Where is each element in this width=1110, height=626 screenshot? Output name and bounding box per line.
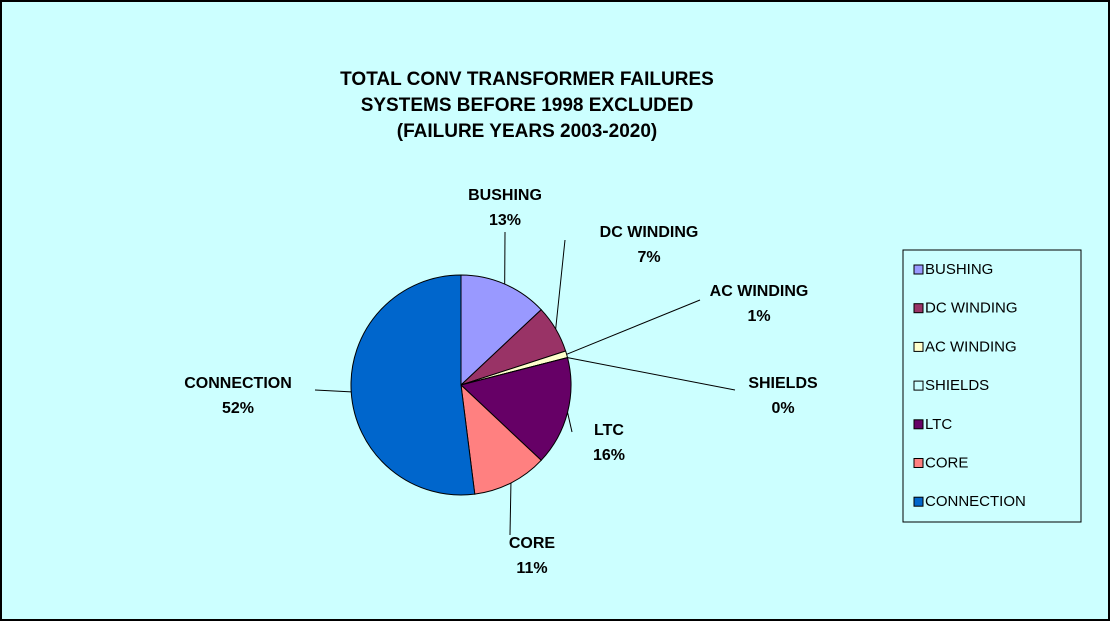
legend-label: LTC	[925, 416, 952, 433]
legend-swatch	[914, 342, 923, 351]
legend-label: CORE	[925, 454, 968, 471]
chart-title: (FAILURE YEARS 2003-2020)	[397, 121, 657, 142]
legend-swatch	[914, 420, 923, 429]
value-label: 11%	[516, 560, 547, 577]
slice-label: AC WINDING	[710, 283, 809, 300]
legend-label: DC WINDING	[925, 300, 1018, 317]
legend-label: AC WINDING	[925, 338, 1017, 355]
legend-swatch	[914, 304, 923, 313]
legend-swatch	[914, 265, 923, 274]
slice-label: CONNECTION	[184, 375, 292, 392]
legend-swatch	[914, 497, 923, 506]
chart-title: TOTAL CONV TRANSFORMER FAILURES	[340, 69, 714, 90]
legend-swatch	[914, 459, 923, 468]
value-label: 16%	[593, 447, 625, 464]
slice-label: BUSHING	[468, 187, 542, 204]
value-label: 52%	[222, 400, 254, 417]
value-label: 1%	[747, 308, 770, 325]
legend-label: CONNECTION	[925, 493, 1026, 510]
value-label: 7%	[637, 249, 660, 266]
legend-label: BUSHING	[925, 261, 993, 278]
chart-title: SYSTEMS BEFORE 1998 EXCLUDED	[361, 95, 694, 116]
legend-swatch	[914, 381, 923, 390]
slice-label: DC WINDING	[600, 224, 699, 241]
slice-label: CORE	[509, 535, 556, 552]
slice-label: LTC	[594, 422, 624, 439]
slice-label: SHIELDS	[748, 375, 818, 392]
value-label: 0%	[771, 400, 794, 417]
legend-label: SHIELDS	[925, 377, 989, 394]
value-label: 13%	[489, 212, 521, 229]
